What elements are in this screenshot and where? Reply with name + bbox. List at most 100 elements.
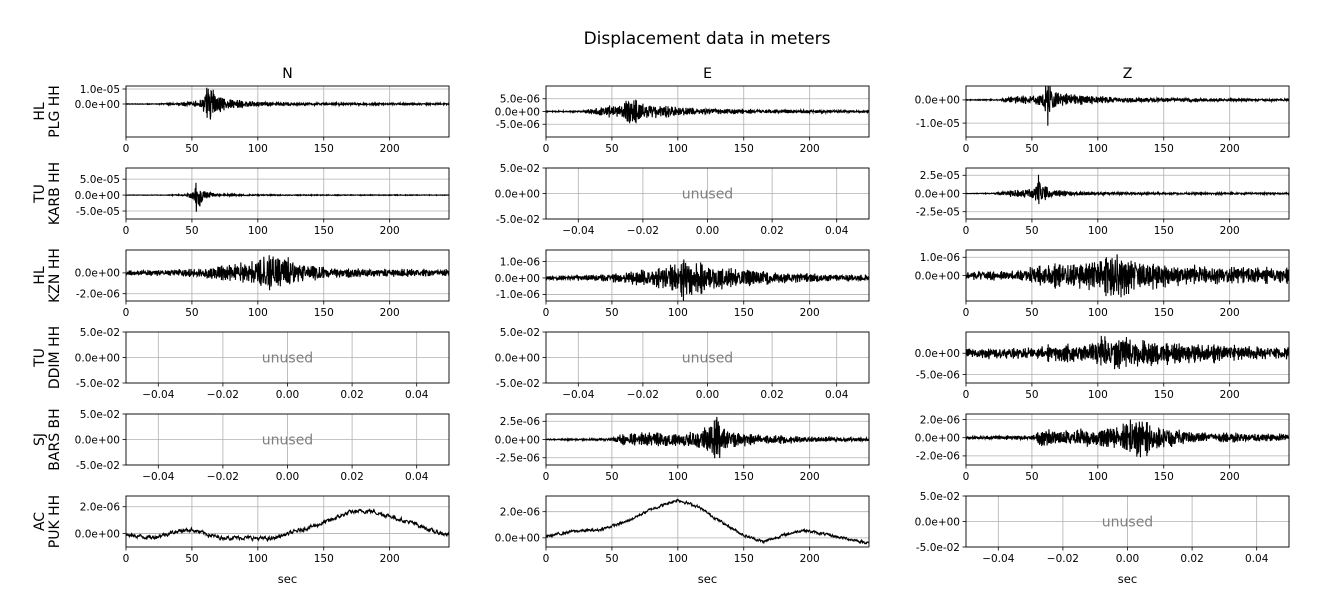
- x-tick-label: 100: [248, 225, 268, 237]
- panel-r0-c2: [962, 85, 1290, 141]
- x-tick-label: 0: [123, 553, 130, 565]
- panel-r0-c0: [122, 85, 450, 141]
- x-tick-label: 200: [380, 307, 400, 319]
- x-tick-label: 200: [380, 143, 400, 155]
- column-title-n: N: [282, 66, 292, 82]
- x-tick-label: 0: [963, 471, 970, 483]
- x-tick-label: 50: [605, 471, 618, 483]
- x-tick-label: 150: [314, 225, 334, 237]
- x-tick-label: 50: [1025, 225, 1038, 237]
- x-tick-label: 0.04: [825, 225, 849, 237]
- y-tick-label: 0.0e+00: [75, 268, 120, 280]
- x-tick-label: 100: [248, 553, 268, 565]
- y-tick-label: -2.5e-06: [496, 453, 540, 465]
- x-tick-label: 150: [734, 553, 754, 565]
- waveform-series: [126, 182, 449, 212]
- panel-r1-c1: [542, 167, 870, 223]
- y-tick-label: 0.0e+00: [75, 99, 120, 111]
- x-tick-label: 200: [1220, 143, 1240, 155]
- panel-frame: [965, 85, 1290, 138]
- waveform-series: [126, 87, 449, 120]
- row-station-label: BARS BH: [47, 408, 63, 470]
- x-tick-label: 50: [185, 307, 198, 319]
- x-tick-label: 200: [800, 143, 820, 155]
- y-tick-label: -2.0e-06: [76, 289, 120, 301]
- waveform-series: [966, 419, 1289, 458]
- y-tick-label: 0.0e+00: [75, 190, 120, 202]
- panel-r2-c2: [962, 249, 1290, 305]
- row-station-label: PUK HH: [47, 495, 63, 548]
- x-axis-label: sec: [1118, 572, 1137, 586]
- x-tick-label: 150: [314, 143, 334, 155]
- row-network-label: AC: [32, 512, 48, 531]
- x-tick-label: 0: [963, 307, 970, 319]
- y-tick-label: 0.0e+00: [915, 432, 960, 444]
- x-tick-label: 0.02: [760, 389, 783, 401]
- row-station-label: DDIM HH: [47, 326, 63, 389]
- panel-frame: [125, 249, 450, 302]
- x-tick-label: −0.02: [1047, 553, 1079, 565]
- x-tick-label: 0.04: [405, 471, 429, 483]
- x-tick-label: 0.00: [696, 389, 719, 401]
- panel-r1-c0: [122, 167, 450, 223]
- panel-frame: [545, 249, 870, 302]
- x-tick-label: 0: [543, 471, 550, 483]
- row-network-label: HL: [32, 266, 48, 285]
- y-tick-label: -5.0e-02: [76, 460, 120, 472]
- y-tick-label: 5.0e-02: [80, 409, 120, 421]
- x-tick-label: 100: [1088, 389, 1108, 401]
- x-tick-label: 200: [800, 553, 820, 565]
- waveform-series: [126, 255, 449, 291]
- x-tick-label: −0.02: [207, 389, 239, 401]
- waveform-series: [966, 335, 1289, 370]
- panel-frame: [965, 249, 1290, 302]
- y-tick-label: 0.0e+00: [915, 188, 960, 200]
- y-tick-label: 0.0e+00: [75, 352, 120, 364]
- panel-frame: [125, 167, 450, 220]
- x-tick-label: 0: [123, 225, 130, 237]
- x-tick-label: 100: [248, 143, 268, 155]
- panel-frame: [965, 413, 1290, 466]
- x-tick-label: 200: [1220, 225, 1240, 237]
- x-tick-label: −0.04: [142, 389, 174, 401]
- x-axis-label: sec: [278, 572, 297, 586]
- x-tick-label: −0.04: [562, 389, 594, 401]
- y-tick-label: -1.0e-06: [496, 289, 540, 301]
- x-tick-label: 150: [1154, 471, 1174, 483]
- x-tick-label: −0.02: [627, 389, 659, 401]
- y-tick-label: -1.0e-05: [916, 118, 960, 130]
- panel-frame: [545, 495, 870, 548]
- y-tick-label: 0.0e+00: [75, 434, 120, 446]
- y-tick-label: 2.0e-06: [80, 502, 121, 514]
- x-tick-label: 0.02: [760, 225, 783, 237]
- panel-r2-c1: [542, 249, 870, 305]
- panel-frame: [965, 495, 1290, 548]
- y-tick-label: 0.0e+00: [495, 188, 540, 200]
- row-station-label: KARB HH: [47, 162, 63, 225]
- x-tick-label: 100: [1088, 143, 1108, 155]
- x-tick-label: 0.00: [696, 225, 719, 237]
- y-tick-label: -5.0e-02: [496, 214, 540, 226]
- x-tick-label: 0.02: [340, 389, 363, 401]
- y-tick-label: 0.0e+00: [915, 95, 960, 107]
- x-tick-label: 200: [380, 225, 400, 237]
- y-tick-label: -2.5e-05: [916, 207, 960, 219]
- x-tick-label: 0: [963, 389, 970, 401]
- x-tick-label: 200: [380, 553, 400, 565]
- x-tick-label: 150: [1154, 307, 1174, 319]
- column-title-z: Z: [1123, 66, 1133, 82]
- x-tick-label: 50: [1025, 389, 1038, 401]
- row-label-3: TU DDIM HH: [32, 326, 63, 389]
- x-tick-label: 100: [668, 471, 688, 483]
- unused-label: unused: [682, 187, 733, 203]
- x-tick-label: 100: [668, 307, 688, 319]
- panel-frame: [545, 167, 870, 220]
- row-network-label: HL: [32, 102, 48, 121]
- y-tick-label: 0.0e+00: [75, 528, 120, 540]
- panel-r4-c0: [122, 413, 450, 469]
- y-tick-label: -5.0e-02: [76, 378, 120, 390]
- y-tick-label: -5.0e-05: [76, 206, 120, 218]
- waveform-series: [966, 174, 1289, 205]
- x-tick-label: 0.04: [825, 389, 849, 401]
